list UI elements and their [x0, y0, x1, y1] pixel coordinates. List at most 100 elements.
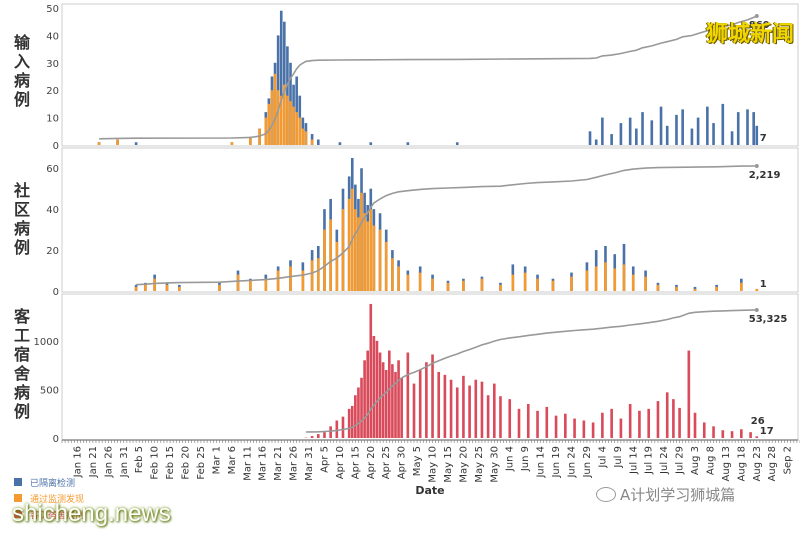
bar-a — [366, 350, 370, 438]
bar-a — [706, 106, 709, 145]
x-tick-label: Feb 25 — [196, 446, 207, 480]
bar-a — [601, 412, 604, 438]
bar-b — [551, 280, 555, 291]
bar-a — [316, 434, 320, 438]
bar-b — [298, 117, 302, 145]
extra-value-label: 26 — [751, 416, 765, 427]
x-tick-label: May 15 — [443, 446, 454, 483]
x-tick-label: Mar 6 — [227, 446, 238, 474]
bar-b — [310, 139, 314, 145]
bar-a — [564, 413, 567, 438]
x-tick-label: Jun 29 — [582, 446, 593, 479]
bar-a — [601, 117, 604, 145]
bar-a — [418, 370, 422, 438]
bar-b — [264, 117, 268, 145]
bar-a — [310, 134, 314, 145]
cumulative-value-label: 860 — [749, 20, 770, 31]
bar-b — [283, 84, 286, 145]
bar-b — [755, 288, 759, 291]
bar-a — [462, 375, 465, 438]
last-value-label: 17 — [760, 426, 774, 437]
x-tick-label: Aug 8 — [706, 446, 717, 475]
legend-swatch — [14, 510, 22, 518]
bar-a — [455, 142, 459, 145]
panel-label-char: 病 — [14, 219, 30, 238]
bar-b — [218, 284, 221, 291]
legend-label: 通过监测发现 — [30, 493, 84, 505]
x-tick-label: Apr 30 — [397, 446, 408, 479]
bar-b — [304, 131, 308, 145]
bar-b — [462, 280, 465, 291]
bar-a — [628, 117, 632, 145]
legend-swatch — [14, 494, 22, 502]
panel-label-char: 舍 — [13, 364, 31, 383]
bar-b — [384, 241, 388, 291]
bar-a — [594, 139, 598, 145]
x-tick-label: May 25 — [474, 446, 485, 483]
bar-a — [329, 426, 332, 438]
bar-b — [165, 284, 169, 291]
bar-b — [264, 278, 268, 291]
bar-a — [134, 142, 138, 145]
bar-a — [375, 340, 379, 438]
bar-a — [736, 112, 740, 145]
cumulative-value-label: 53,325 — [749, 314, 788, 325]
bar-a — [638, 410, 641, 438]
bar-a — [394, 371, 397, 438]
bar-a — [391, 364, 394, 438]
bar-b — [480, 278, 484, 291]
x-tick-label: Jul 14 — [628, 446, 639, 475]
x-tick-label: Apr 15 — [350, 446, 361, 479]
bar-a — [749, 432, 752, 438]
bar-a — [406, 352, 410, 438]
wechat-icon — [596, 487, 616, 502]
bar-a — [665, 125, 669, 145]
x-tick-label: Apr 5 — [320, 446, 331, 473]
site-watermark: shicheng.news — [12, 500, 171, 527]
bar-b — [391, 258, 394, 291]
x-tick-label: Jul 29 — [675, 446, 686, 475]
bar-a — [492, 383, 496, 438]
bar-a — [335, 420, 339, 438]
bar-a — [455, 387, 459, 438]
x-tick-label: Jan 16 — [72, 446, 83, 478]
x-tick-label: Apr 10 — [335, 446, 346, 479]
bar-b — [230, 142, 234, 145]
x-tick-label: Jun 19 — [551, 446, 562, 479]
bar-a — [363, 360, 366, 438]
bar-a — [316, 139, 320, 145]
bar-a — [659, 106, 663, 145]
bar-b — [536, 278, 539, 291]
bar-a — [437, 371, 441, 438]
y-tick-label: 0 — [53, 434, 59, 445]
bar-b — [270, 90, 274, 145]
y-tick-label: 50 — [46, 4, 59, 15]
legend-label: 客工宿舍病例 — [30, 509, 84, 521]
bar-b — [279, 95, 283, 145]
bar-b — [613, 268, 617, 291]
bar-b — [289, 101, 292, 145]
bar-b — [335, 241, 339, 291]
x-tick-label: Jun 4 — [505, 446, 516, 472]
bar-a — [628, 404, 632, 438]
y-tick-label: 1000 — [34, 337, 59, 348]
x-tick-label: Mar 11 — [242, 446, 253, 481]
panel-frame — [61, 3, 799, 147]
panel-label-char: 工 — [14, 326, 30, 345]
bar-b — [656, 284, 660, 291]
x-tick-label: Aug 13 — [721, 446, 732, 481]
bar-a — [360, 377, 363, 438]
bar-b — [644, 276, 647, 291]
bar-a — [755, 436, 759, 438]
bar-b — [276, 90, 280, 145]
bar-a — [746, 109, 749, 145]
cumulative-dot — [754, 164, 759, 168]
bar-a — [678, 407, 681, 438]
bar-a — [341, 416, 345, 438]
bar-a — [582, 420, 586, 438]
bar-a — [443, 374, 447, 438]
bar-b — [715, 286, 718, 291]
bar-b — [249, 280, 252, 291]
bar-a — [554, 415, 558, 438]
